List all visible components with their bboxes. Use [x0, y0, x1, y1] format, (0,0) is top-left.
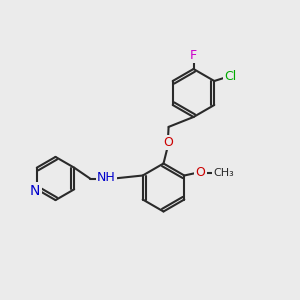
Text: Cl: Cl	[224, 70, 236, 83]
Text: NH: NH	[97, 171, 116, 184]
Text: O: O	[196, 166, 206, 179]
Text: N: N	[30, 184, 40, 198]
Text: F: F	[190, 49, 197, 62]
Text: O: O	[164, 136, 173, 149]
Text: CH₃: CH₃	[213, 167, 234, 178]
